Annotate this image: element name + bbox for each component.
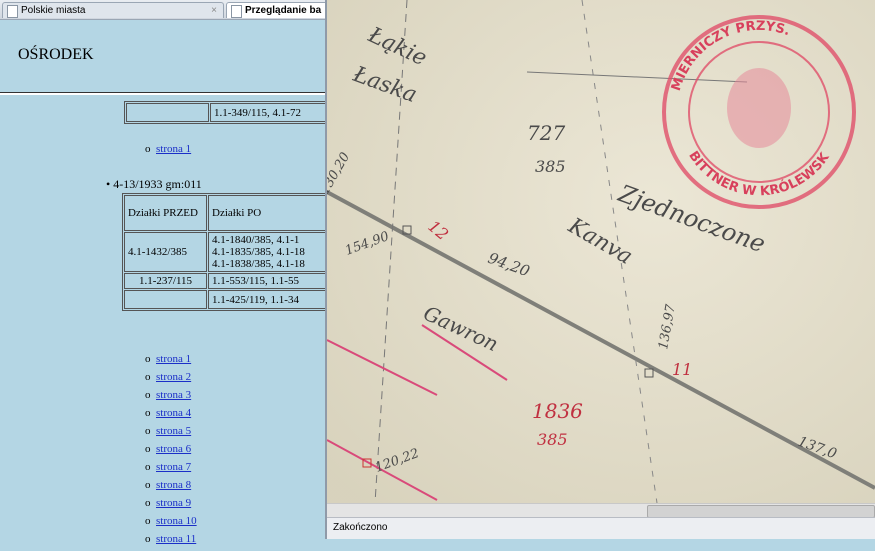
map-note: 727: [527, 121, 565, 145]
list-item: • 4-13/1933 gm:011: [106, 177, 202, 192]
link[interactable]: strona 7: [156, 461, 191, 473]
list-item: o strona 11: [145, 533, 197, 551]
map-note: 1836: [532, 399, 583, 423]
map-note: 385: [535, 157, 566, 176]
map-note: 11: [672, 360, 692, 379]
tab-label: Polskie miasta: [21, 5, 85, 16]
cell: 1.1-237/115: [124, 273, 207, 289]
list-item: o strona 4: [145, 407, 197, 425]
link[interactable]: strona 3: [156, 389, 191, 401]
separator: [0, 92, 325, 95]
page-title: OŚRODEK: [18, 46, 94, 64]
map-image: ŁąkieŁaska727385130,2012154,9094,20Zjedn…: [327, 0, 875, 503]
cell: 4.1-1432/385: [124, 232, 207, 272]
list-item: o strona 6: [145, 443, 197, 461]
status-bar: Zakończono: [327, 517, 875, 539]
link[interactable]: strona 4: [156, 407, 191, 419]
tab-bar: Polskie miasta × Przeglądanie ba: [0, 0, 325, 20]
cell: [124, 290, 207, 309]
link[interactable]: strona 11: [156, 533, 196, 545]
link[interactable]: strona 6: [156, 443, 191, 455]
map-note: 385: [537, 430, 568, 449]
list-item: o strona 3: [145, 389, 197, 407]
link[interactable]: strona 9: [156, 497, 191, 509]
list-item: o strona 10: [145, 515, 197, 533]
tab[interactable]: Przeglądanie ba: [226, 2, 336, 18]
link[interactable]: strona 1: [156, 143, 191, 155]
link[interactable]: strona 1: [156, 353, 191, 365]
list-item: o strona 1: [145, 353, 197, 371]
screen: {"tabs": ["Polskie miasta", "Przeglądani…: [0, 0, 875, 539]
link[interactable]: strona 10: [156, 515, 197, 527]
tab-label: Przeglądanie ba: [245, 5, 321, 16]
link[interactable]: strona 8: [156, 479, 191, 491]
list-item: o strona 5: [145, 425, 197, 443]
list-item: o strona 2: [145, 371, 197, 389]
list-item: o strona 7: [145, 461, 197, 479]
entry-label: 4-13/1933 gm:011: [113, 177, 202, 191]
list-item: o strona 1: [145, 143, 191, 155]
list-item: o strona 8: [145, 479, 197, 497]
stamp-eagle: [727, 68, 791, 148]
link[interactable]: strona 5: [156, 425, 191, 437]
horizontal-scrollbar[interactable]: [327, 503, 875, 518]
link[interactable]: strona 2: [156, 371, 191, 383]
page: Screenshot html, body { margin: 0; paddi…: [0, 0, 875, 539]
list-item: o strona 9: [145, 497, 197, 515]
tab-close[interactable]: ×: [211, 3, 217, 18]
tab[interactable]: Polskie miasta ×: [2, 2, 224, 18]
cell: [126, 103, 209, 122]
header-cell: Działki PRZED: [124, 195, 207, 231]
header: OŚRODEK: [0, 20, 325, 92]
